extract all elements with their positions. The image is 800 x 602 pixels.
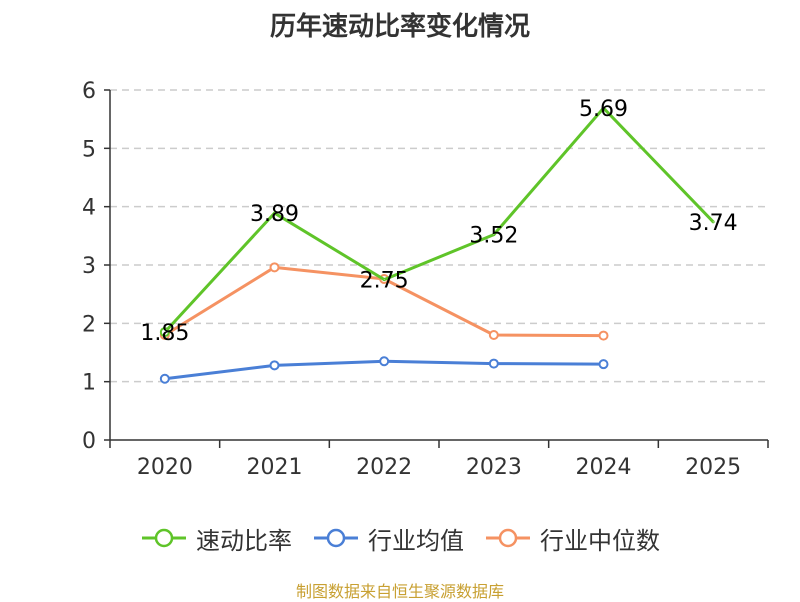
y-tick-label: 0 <box>82 429 96 454</box>
y-tick-label: 3 <box>82 254 96 279</box>
x-tick-label: 2023 <box>466 455 522 480</box>
data-label: 1.85 <box>140 321 189 346</box>
legend-item-quick-ratio[interactable]: 速动比率 <box>140 521 292 556</box>
data-point[interactable] <box>598 330 609 341</box>
data-point[interactable] <box>488 358 499 369</box>
y-tick-label: 5 <box>82 137 96 162</box>
data-label: 3.74 <box>689 211 738 236</box>
data-label: 5.69 <box>579 97 628 122</box>
grid-lines <box>110 89 768 383</box>
data-label: 3.89 <box>250 202 299 227</box>
data-point[interactable] <box>273 211 276 215</box>
data-label: 2.75 <box>360 269 409 294</box>
data-label: 3.52 <box>469 224 518 249</box>
series-layer <box>159 106 715 384</box>
data-point[interactable] <box>602 106 605 110</box>
axes: 0 1 2 3 4 5 6 2020 2021 2022 2023 2024 2025 <box>82 79 769 480</box>
legend-label: 速动比率 <box>196 526 292 555</box>
data-point[interactable] <box>159 373 170 384</box>
legend-line-icon <box>314 528 358 548</box>
data-point[interactable] <box>598 359 609 370</box>
x-tick-label: 2020 <box>137 455 193 480</box>
data-point[interactable] <box>382 278 386 282</box>
y-tick-label: 1 <box>82 371 96 396</box>
data-point[interactable] <box>269 262 280 273</box>
source-note: 制图数据来自恒生聚源数据库 <box>295 582 504 601</box>
legend-item-industry-average[interactable]: 行业均值 <box>312 521 464 556</box>
legend-label: 行业均值 <box>368 526 464 555</box>
x-tick-label: 2025 <box>685 455 741 480</box>
data-point[interactable] <box>711 220 715 224</box>
x-tick-label: 2022 <box>356 455 412 480</box>
legend: 速动比率 行业均值 行业中位数 <box>0 518 800 558</box>
legend-line-icon <box>142 528 186 548</box>
data-point[interactable] <box>159 327 170 338</box>
legend-item-industry-median[interactable]: 行业中位数 <box>484 521 660 556</box>
series-line <box>163 106 715 334</box>
y-tick-label: 4 <box>82 196 96 221</box>
x-tick-label: 2024 <box>576 455 632 480</box>
chart-title: 历年速动比率变化情况 <box>269 12 530 42</box>
data-labels: 1.85 3.89 2.75 3.52 5.69 3.74 <box>140 97 737 346</box>
y-tick-label: 2 <box>82 312 96 337</box>
y-tick-label: 6 <box>82 79 96 104</box>
x-tick-label: 2021 <box>247 455 303 480</box>
data-point[interactable] <box>492 233 496 237</box>
data-point[interactable] <box>488 330 499 340</box>
data-point[interactable] <box>269 360 280 371</box>
data-point[interactable] <box>379 356 390 367</box>
legend-line-icon <box>486 528 530 548</box>
legend-label: 行业中位数 <box>540 526 660 555</box>
